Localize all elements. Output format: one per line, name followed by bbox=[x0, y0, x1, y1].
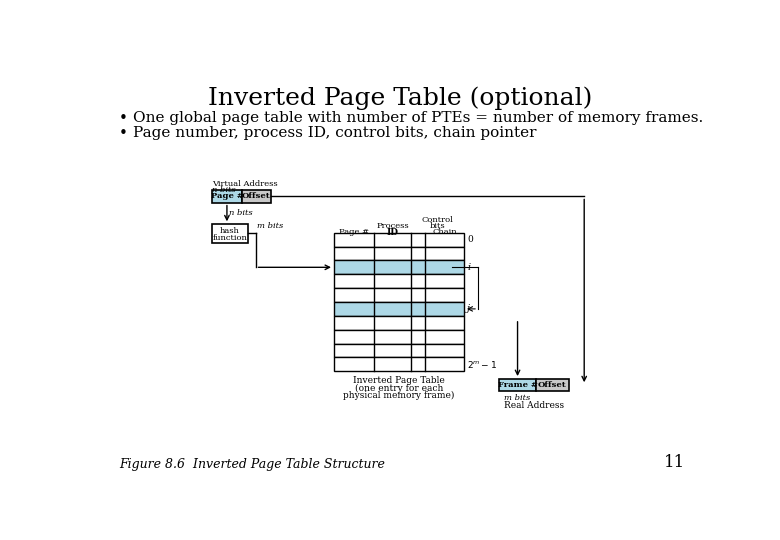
Text: Control: Control bbox=[422, 215, 454, 224]
Text: Frame #: Frame # bbox=[498, 381, 537, 389]
Text: Real Address: Real Address bbox=[504, 401, 564, 410]
Text: Page #: Page # bbox=[211, 192, 243, 200]
Bar bbox=[499, 379, 536, 392]
Text: hash: hash bbox=[220, 227, 240, 235]
Text: Inverted Page Table (optional): Inverted Page Table (optional) bbox=[207, 86, 592, 110]
Bar bbox=[334, 330, 464, 343]
Bar bbox=[334, 274, 464, 288]
Text: (one entry for each: (one entry for each bbox=[355, 383, 443, 393]
Text: Offset: Offset bbox=[242, 192, 271, 200]
Text: j: j bbox=[467, 305, 470, 313]
Text: $2^m - 1$: $2^m - 1$ bbox=[467, 359, 498, 370]
Bar bbox=[212, 190, 242, 202]
Text: One global page table with number of PTEs = number of memory frames.: One global page table with number of PTE… bbox=[133, 111, 704, 125]
Bar bbox=[334, 288, 464, 302]
Text: 0: 0 bbox=[467, 235, 473, 244]
Text: i: i bbox=[467, 263, 470, 272]
Text: Virtual Address: Virtual Address bbox=[212, 179, 278, 187]
Bar bbox=[334, 343, 464, 357]
Text: n bits: n bits bbox=[229, 210, 253, 218]
Text: function: function bbox=[213, 234, 247, 242]
Bar bbox=[242, 190, 271, 202]
Text: m bits: m bits bbox=[505, 394, 530, 402]
Text: Page number, process ID, control bits, chain pointer: Page number, process ID, control bits, c… bbox=[133, 126, 537, 140]
Text: •: • bbox=[119, 111, 128, 126]
Text: 11: 11 bbox=[664, 454, 685, 470]
Text: ID: ID bbox=[387, 228, 399, 237]
Text: Process: Process bbox=[377, 222, 409, 230]
Text: Offset: Offset bbox=[538, 381, 567, 389]
Text: m bits: m bits bbox=[257, 222, 283, 231]
Bar bbox=[334, 233, 464, 247]
Text: n bits: n bits bbox=[212, 186, 236, 194]
Bar bbox=[536, 379, 569, 392]
Text: Page #: Page # bbox=[339, 228, 369, 236]
Bar bbox=[334, 357, 464, 372]
Bar bbox=[334, 247, 464, 260]
Text: Inverted Page Table: Inverted Page Table bbox=[353, 376, 445, 385]
Bar bbox=[334, 302, 464, 316]
Text: physical memory frame): physical memory frame) bbox=[343, 392, 455, 400]
Text: •: • bbox=[119, 126, 128, 141]
Text: Figure 8.6  Inverted Page Table Structure: Figure 8.6 Inverted Page Table Structure bbox=[119, 457, 385, 470]
Bar bbox=[212, 224, 248, 242]
Bar bbox=[334, 260, 464, 274]
Bar bbox=[334, 316, 464, 330]
Text: bits: bits bbox=[430, 222, 445, 230]
Text: Chain: Chain bbox=[432, 228, 457, 236]
